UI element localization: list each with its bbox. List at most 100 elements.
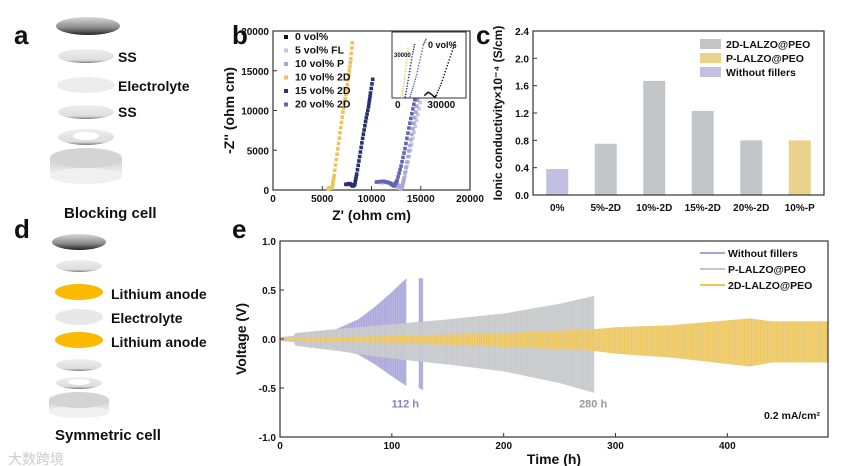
inset-data-point [411,87,414,90]
inset-data-point [417,64,420,67]
data-point [411,136,415,141]
data-point [367,101,371,105]
inset-data-point [422,44,425,46]
x-tick-label: 400 [719,441,736,452]
inset-data-point [401,92,404,94]
watermark: 大数跨境 [8,451,64,466]
data-point [401,178,406,183]
data-point [412,121,416,126]
inset-data-point [423,42,425,45]
data-point [330,183,335,187]
y-tick-label: 20000 [241,27,269,38]
data-point [400,159,404,164]
data-point [332,173,336,178]
inset-data-point [413,80,416,83]
data-point [409,116,413,121]
inset-data-point [401,96,403,99]
inset-data-point [404,70,407,73]
label-lithium-anode-top: Lithium anode [111,286,207,302]
electrolyte-disk-icon [57,77,115,93]
data-point [363,119,368,124]
legend-label: 2D-LALZO@PEO [728,280,812,292]
inset-data-point [452,47,454,49]
data-point [409,138,413,142]
inset-data-point [409,93,412,96]
legend-swatch [700,67,721,77]
legend-label: 2D-LALZO@PEO [726,39,810,51]
ss-disk-icon [56,260,102,272]
bar [691,110,714,195]
y-tick-label: 0.0 [262,335,276,346]
data-point [335,147,340,151]
x-tick-label: 20%-2D [733,203,769,214]
data-point [395,178,399,183]
x-tick-label: 0% [550,203,565,214]
x-tick-label: 15%-2D [685,203,721,214]
legend-label: Without fillers [726,67,796,79]
data-point [357,159,361,163]
inset-data-point [413,43,416,46]
inset-data-point [421,47,424,49]
data-point [335,152,339,157]
inset-data-point [415,76,417,78]
x-tick-label: 0 [277,441,283,452]
y-tick-label: 0.0 [515,191,529,202]
data-point [418,100,423,105]
data-point [404,165,408,170]
data-point [349,57,353,61]
legend-swatch [700,39,721,49]
data-point [341,105,346,110]
inset-data-point [412,48,415,51]
panel-label-a: a [14,20,29,50]
conductivity-bar-chart: 0% 5%-2D 10%-2D 15%-2D 20%-2D 10%-P 0.0 0.4 0.8 1… [491,26,825,214]
bar [594,143,617,195]
inset-data-point [413,46,415,48]
inset-data-point [405,64,407,67]
inset-data-point [401,94,403,97]
inset-data-point [450,53,453,55]
blocking-cell-caption: Blocking cell [64,205,157,222]
inset-data-point [409,67,411,70]
data-point [366,104,371,109]
inset-data-point [421,50,423,52]
label-ss-bottom: SS [118,104,137,120]
bar [643,80,666,195]
data-point [339,120,344,125]
inset-data-point [412,85,415,88]
inset-data-point [417,67,419,70]
data-point [402,176,406,180]
y-axis-label: -Z'' (ohm cm) [221,67,237,154]
inset-data-point [451,50,453,52]
lithium-disk-icon [55,284,103,300]
legend-label: 10 vol% P [295,58,344,70]
x-tick-label: 10%-P [785,203,815,214]
y-tick-label: 0.4 [515,164,529,175]
data-point [340,115,344,120]
inset-data-point [410,91,413,94]
data-point [342,101,347,106]
data-point [406,131,410,135]
data-point [338,130,342,135]
data-point [336,141,341,146]
legend-swatch [700,53,721,63]
data-point [362,128,366,132]
data-point [408,143,412,148]
x-axis-label: Z' (ohm cm) [332,207,411,223]
annotation-label: 280 h [579,399,607,411]
inset-data-point [405,90,407,93]
data-point [341,110,345,114]
legend-label: 10 vol% 2D [295,72,351,84]
inset-data-point [425,38,427,41]
data-point [399,164,403,168]
data-point [338,125,343,130]
data-point [330,186,334,190]
legend-label: Without fillers [728,248,798,260]
current-density-label: 0.2 mA/cm² [764,410,821,422]
inset-data-point [446,64,449,67]
data-point [345,82,350,87]
data-point [366,108,370,113]
data-point [405,160,409,164]
data-point [352,182,357,187]
x-tick-label: 300 [607,441,624,452]
